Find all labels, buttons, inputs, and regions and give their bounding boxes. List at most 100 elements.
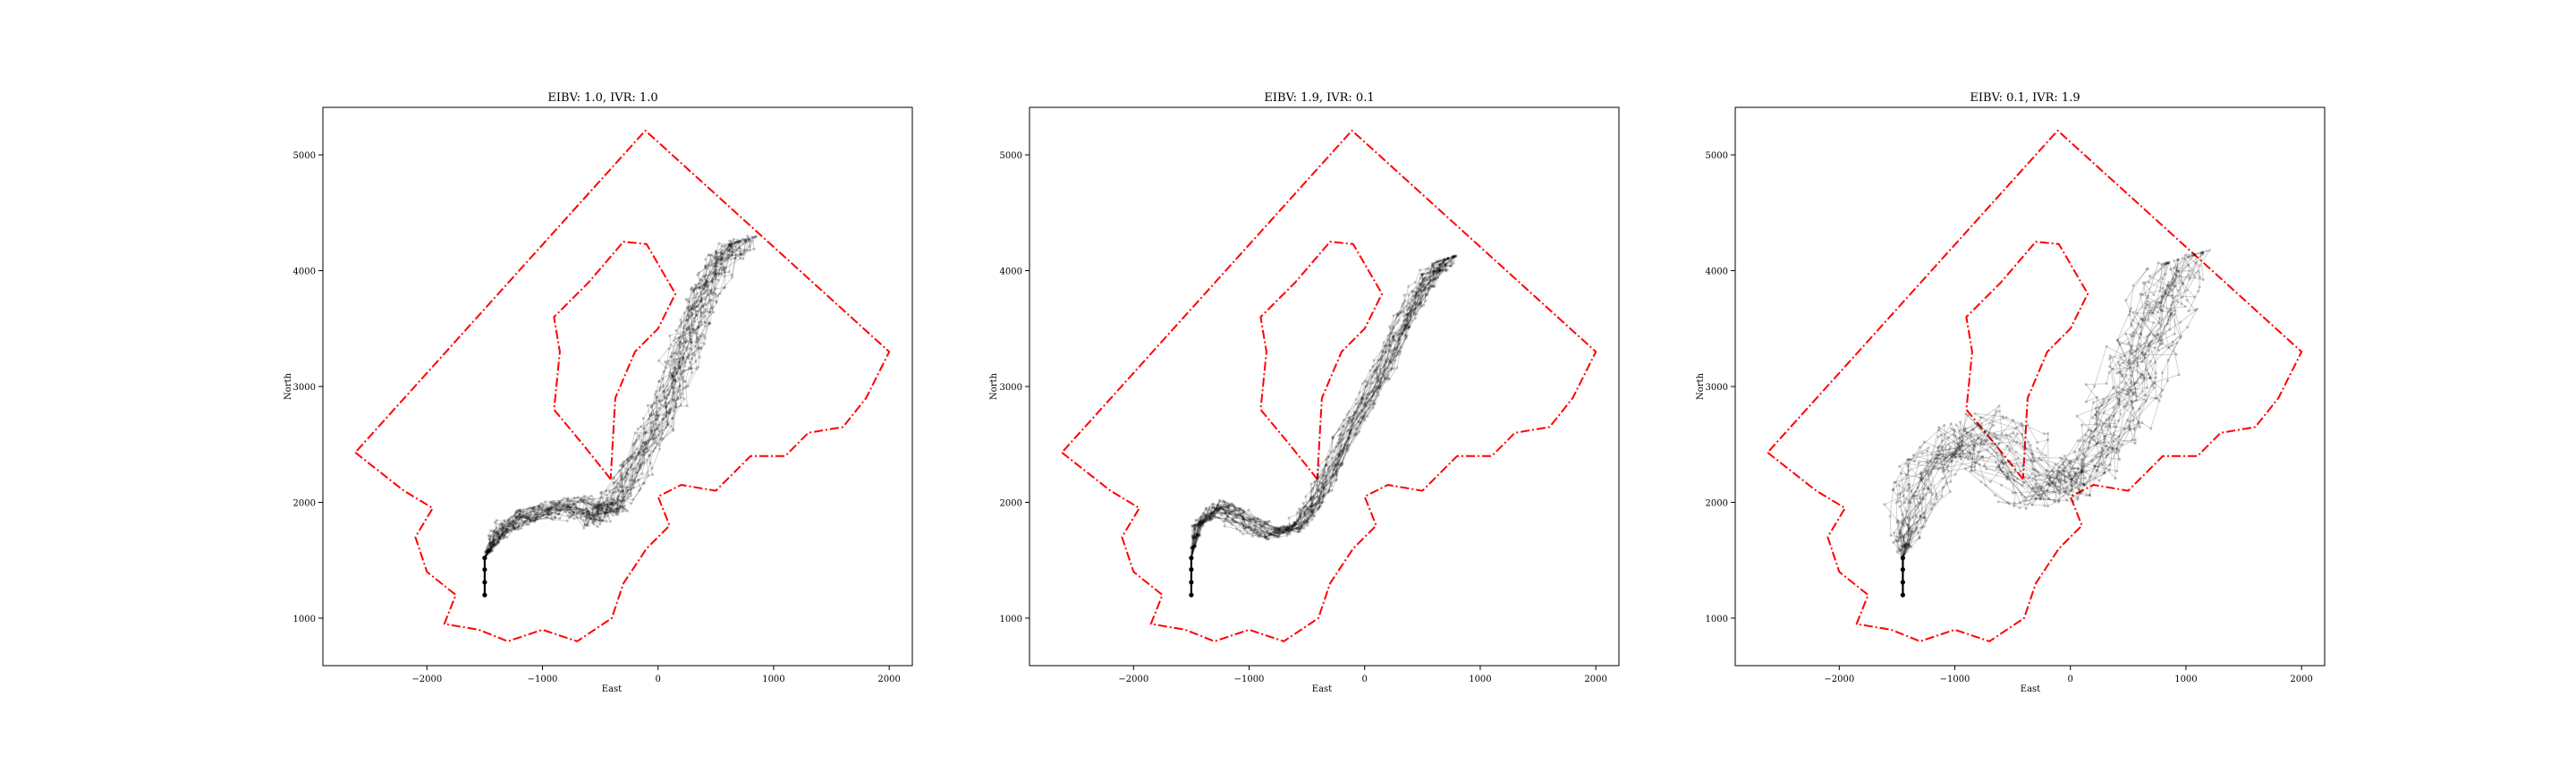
trajectory-point <box>566 499 570 503</box>
trajectory-point <box>674 328 678 333</box>
trajectory-point <box>678 384 682 387</box>
trajectory-point <box>666 360 670 363</box>
trajectory-point <box>703 336 708 340</box>
trajectory-point <box>678 325 682 328</box>
trajectory-point <box>2154 361 2157 364</box>
trajectory-point <box>508 522 512 526</box>
trajectory-point <box>485 550 489 554</box>
trajectory-point <box>703 297 707 301</box>
trajectory-point <box>1925 478 1928 481</box>
trajectory-point <box>1906 489 1910 493</box>
trajectory-point <box>747 237 750 241</box>
trajectory-point <box>598 491 603 495</box>
trajectory-point <box>1293 522 1297 525</box>
trajectory-point <box>657 399 661 403</box>
trajectory-point <box>723 275 726 278</box>
trajectory-point <box>1233 515 1238 519</box>
trajectory-point <box>580 514 583 518</box>
trajectory-point <box>746 234 750 238</box>
trajectory-point <box>1373 402 1377 406</box>
trajectory-point <box>2195 307 2199 310</box>
trajectory-point <box>672 398 675 403</box>
trajectory-point <box>565 497 569 501</box>
trajectory-point <box>722 286 725 290</box>
y-tick-label: 5000 <box>1706 151 1728 161</box>
trajectory-point <box>526 517 530 522</box>
trajectory-point <box>640 445 643 448</box>
trajectory-point <box>684 319 688 322</box>
trajectory-point <box>582 508 587 513</box>
trajectory-point <box>489 546 493 549</box>
trajectory-point <box>1410 319 1413 322</box>
trajectory-point <box>1241 532 1245 536</box>
y-tick-label: 2000 <box>1000 498 1022 508</box>
trajectory-point <box>739 240 742 243</box>
trajectory-point <box>1421 277 1425 281</box>
trajectory-point <box>584 502 588 505</box>
trajectory-point <box>1949 422 1953 426</box>
trajectory-point <box>597 509 600 513</box>
trajectory-line <box>1900 262 2164 558</box>
trajectory-point <box>544 507 547 511</box>
trajectory-point <box>667 347 671 351</box>
trajectory-point <box>611 503 614 506</box>
trajectory-point <box>693 283 698 286</box>
trajectory-point <box>548 507 552 511</box>
trajectory-point <box>716 265 719 268</box>
trajectory-point <box>488 542 492 547</box>
trajectory-point <box>2107 370 2111 374</box>
trajectory-point <box>2173 332 2176 336</box>
trajectory-point <box>605 503 608 506</box>
trajectory-point <box>750 240 753 243</box>
trajectory-point <box>550 511 554 514</box>
trajectory-point <box>630 502 633 505</box>
trajectory-point <box>572 510 575 514</box>
trajectory-point <box>674 367 678 370</box>
trajectory-point <box>668 408 672 412</box>
trajectory-point <box>582 514 587 519</box>
trajectory-point <box>720 249 724 252</box>
trajectory-point <box>625 491 629 495</box>
trajectory-point <box>503 534 506 538</box>
trajectory-point <box>655 436 658 439</box>
trajectory-point <box>555 503 558 506</box>
trajectory-point <box>695 285 699 288</box>
trajectory-point <box>620 505 623 509</box>
trajectory-point <box>503 534 506 539</box>
trajectory-point <box>643 443 648 446</box>
trajectory-point <box>1417 293 1420 297</box>
trajectory-line <box>1902 259 2180 558</box>
trajectory-point <box>2084 383 2088 386</box>
trajectory-line <box>484 237 755 558</box>
trajectory-point <box>724 266 728 269</box>
trajectory-point <box>1395 351 1400 354</box>
trajectory-point <box>2148 344 2152 348</box>
trajectory-point <box>1446 258 1450 261</box>
trajectory-point <box>542 513 546 517</box>
trajectory-point <box>600 504 604 508</box>
trajectory-point <box>625 458 630 462</box>
trajectory-point <box>2084 476 2088 480</box>
trajectory-point <box>556 512 561 516</box>
trajectory-point <box>688 316 692 319</box>
trajectory-point <box>1266 520 1269 523</box>
trajectory-point <box>716 278 720 282</box>
trajectory-point <box>1210 517 1215 521</box>
trajectory-point <box>582 494 587 498</box>
y-tick-label: 4000 <box>293 268 316 277</box>
trajectory-point <box>1914 514 1918 517</box>
trajectory-point <box>643 430 648 434</box>
trajectory-point <box>2031 456 2035 460</box>
trajectory-point <box>529 510 532 514</box>
trajectory-point <box>615 498 620 503</box>
trajectory-point <box>648 454 652 457</box>
trajectory-point <box>1407 285 1411 288</box>
trajectory-point <box>550 507 555 511</box>
trajectory-point <box>2112 433 2115 437</box>
trajectory-point <box>730 276 734 279</box>
trajectory-point <box>741 242 745 245</box>
trajectory-point <box>1392 367 1396 370</box>
trajectory-point <box>1972 437 1976 441</box>
trajectory-point <box>1409 314 1412 318</box>
trajectory-point <box>2116 386 2120 389</box>
